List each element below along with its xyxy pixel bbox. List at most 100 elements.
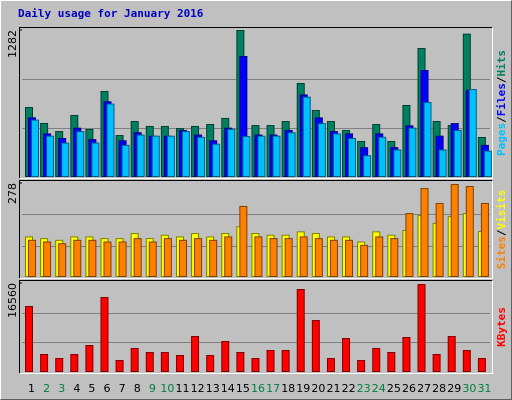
bar [420, 188, 429, 277]
bar [73, 239, 82, 277]
x-tick-label: 16 [251, 382, 265, 395]
x-tick-label: 2 [43, 382, 50, 395]
bar [272, 135, 281, 177]
bar [163, 238, 172, 278]
x-tick-label: 13 [206, 382, 220, 395]
bar [435, 202, 444, 278]
bar [281, 350, 290, 372]
x-tick-label: 9 [149, 382, 156, 395]
legend-separator: / [495, 116, 508, 123]
panel-border-dark [19, 27, 493, 179]
panel-border-light [19, 27, 493, 179]
x-tick-label: 12 [191, 382, 205, 395]
bar [194, 238, 203, 278]
x-tick-label: 14 [221, 382, 235, 395]
bar [224, 236, 233, 277]
bar [212, 143, 221, 177]
bar [221, 340, 230, 373]
bar [375, 236, 384, 277]
bar [145, 352, 154, 372]
bar [85, 345, 94, 373]
bar [266, 350, 275, 372]
x-tick-label: 21 [326, 382, 340, 395]
bar [408, 127, 417, 177]
bar [133, 238, 142, 278]
x-tick-label: 19 [296, 382, 310, 395]
bar [468, 89, 477, 177]
legend-entry: Files [495, 83, 508, 116]
legend-entry: Hits [495, 50, 508, 77]
bar [130, 348, 139, 372]
bar [348, 138, 357, 177]
bar [46, 135, 55, 177]
bar [363, 155, 372, 178]
bar [372, 348, 381, 372]
bar [462, 350, 471, 372]
bar [477, 358, 486, 373]
bar [31, 119, 39, 178]
bar [345, 239, 354, 277]
y-tick-label: 1282 [6, 30, 19, 58]
x-tick-label: 8 [134, 382, 141, 395]
bar [480, 202, 489, 278]
legend: Sites/Visits [495, 190, 508, 270]
x-tick-label: 25 [387, 382, 401, 395]
legend-entry: Visits [495, 190, 508, 230]
bar [417, 284, 426, 373]
bar [88, 239, 97, 277]
bar [70, 353, 79, 372]
bar [393, 149, 402, 177]
bar [209, 239, 218, 277]
x-tick-label: 26 [402, 382, 416, 395]
x-tick-label: 5 [88, 382, 95, 395]
x-tick-label: 22 [342, 382, 356, 395]
y-tick-label: 16560 [6, 283, 19, 318]
bar [100, 297, 109, 372]
bar [206, 355, 215, 372]
x-tick-label: 17 [266, 382, 280, 395]
x-tick-label: 10 [160, 382, 174, 395]
bar [175, 355, 184, 372]
bar [25, 306, 33, 372]
x-tick-label: 24 [372, 382, 386, 395]
y-tick-label: 278 [6, 183, 19, 204]
bar [329, 239, 338, 277]
bar [239, 205, 248, 278]
bar [257, 135, 266, 177]
bar [357, 360, 366, 373]
bar [191, 335, 200, 372]
x-tick-label: 29 [447, 382, 461, 395]
legend: Pages/Files/Hits [495, 50, 508, 156]
x-tick-label: 20 [311, 382, 325, 395]
chart-title: Daily usage for January 2016 [18, 7, 204, 20]
x-tick-label: 18 [281, 382, 295, 395]
bar [311, 320, 320, 373]
bar [227, 128, 236, 177]
bar [178, 239, 187, 277]
panel-border-light [19, 180, 493, 279]
bar [118, 241, 127, 277]
bar [378, 136, 387, 178]
panel-border-dark [19, 180, 493, 279]
bar [317, 123, 326, 177]
legend-separator: / [495, 229, 508, 236]
x-tick-label: 11 [176, 382, 190, 395]
legend: KBytes [495, 307, 508, 347]
bar [40, 353, 49, 372]
bar [197, 136, 206, 178]
x-tick-label: 31 [477, 382, 491, 395]
bar [299, 236, 308, 277]
bar [181, 131, 190, 178]
bar [121, 144, 130, 178]
bar [284, 238, 293, 278]
bar [314, 238, 323, 278]
bar [465, 186, 474, 277]
bar [58, 243, 67, 278]
bar [254, 236, 263, 277]
bar [438, 149, 447, 177]
bar [402, 337, 411, 373]
bar [447, 335, 456, 372]
